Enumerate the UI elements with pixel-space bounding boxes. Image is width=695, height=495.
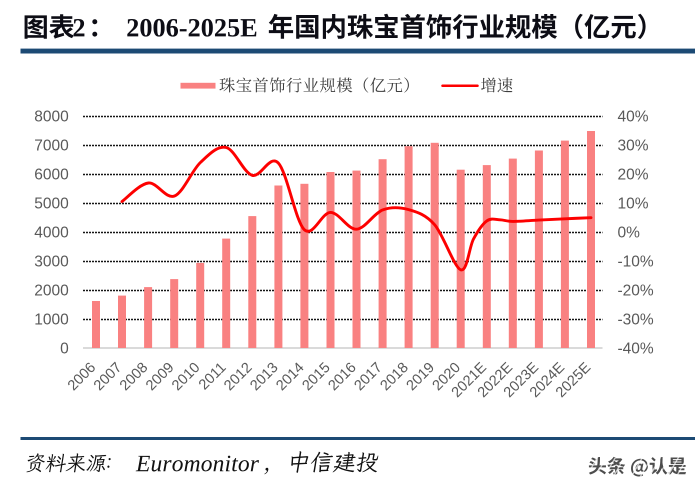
svg-text:7000: 7000	[34, 137, 69, 154]
svg-text:-10%: -10%	[618, 253, 654, 270]
svg-text:-20%: -20%	[618, 282, 654, 299]
svg-text:3000: 3000	[34, 253, 69, 270]
svg-text:0: 0	[60, 340, 69, 357]
svg-text:20%: 20%	[618, 166, 649, 183]
svg-text:-30%: -30%	[618, 311, 654, 328]
svg-text:5000: 5000	[34, 195, 69, 212]
svg-text:0%: 0%	[618, 224, 641, 241]
svg-text:4000: 4000	[34, 224, 69, 241]
svg-text:-40%: -40%	[618, 340, 654, 357]
svg-text:8000: 8000	[34, 108, 69, 125]
svg-text:1000: 1000	[34, 311, 69, 328]
svg-text:6000: 6000	[34, 166, 69, 183]
svg-text:40%: 40%	[618, 108, 649, 125]
svg-text:30%: 30%	[618, 137, 649, 154]
svg-text:2000: 2000	[34, 282, 69, 299]
svg-text:10%: 10%	[618, 195, 649, 212]
